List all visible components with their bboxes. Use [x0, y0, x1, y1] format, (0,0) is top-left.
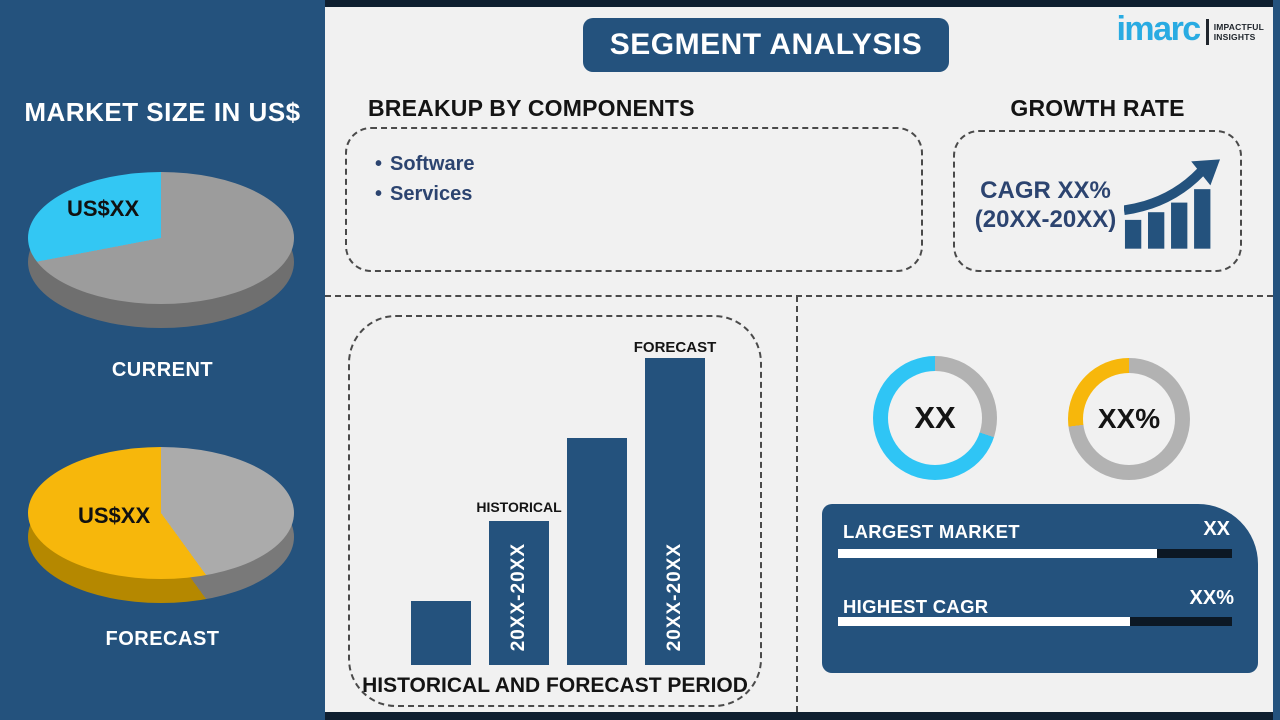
largest-market-value: XX [1203, 518, 1230, 540]
largest-market-donut: XX [873, 356, 997, 480]
bar-range-label: 20XX-20XX [664, 542, 685, 651]
chart-bar-2: 20XX-20XX [489, 521, 549, 665]
cagr-value: CAGR XX% [980, 177, 1111, 204]
breakup-section-title: BREAKUP BY COMPONENTS [368, 95, 695, 121]
donut-center-label: XX [914, 400, 956, 435]
list-item-services: • Services [375, 179, 921, 209]
components-box: • Software • Services [345, 127, 923, 272]
highest-cagr-progress [838, 617, 1232, 626]
component-list: • Software • Services [347, 129, 921, 209]
horizontal-separator [325, 295, 1273, 297]
current-caption: CURRENT [111, 359, 214, 381]
title-banner: SEGMENT ANALYSIS [583, 18, 949, 72]
right-border-strip [1273, 0, 1280, 720]
component-label: Services [390, 183, 473, 205]
largest-market-label: LARGEST MARKET [843, 521, 1020, 542]
imarc-logo: imarc IMPACTFUL INSIGHTS [1116, 12, 1264, 46]
growth-arrow-icon [1124, 159, 1221, 249]
pie-value-label: US$XX [67, 196, 140, 221]
vertical-separator [796, 296, 798, 712]
logo-tagline: IMPACTFUL INSIGHTS [1214, 22, 1264, 42]
sidebar-title: MARKET SIZE IN US$ [24, 97, 301, 127]
highest-cagr-value: XX% [1189, 587, 1234, 609]
pie-face [28, 172, 294, 304]
progress-fill [838, 549, 1158, 558]
logo-tagline-line1: IMPACTFUL [1213, 21, 1264, 32]
pie-value-label: US$XX [78, 503, 151, 528]
period-bar-chart: 20XX-20XX 20XX-20XX [411, 358, 705, 665]
highest-cagr-label: HIGHEST CAGR [843, 596, 989, 617]
growth-rate-box: CAGR XX% (20XX-20XX) [953, 130, 1242, 272]
current-pie-chart: US$XX [28, 172, 294, 328]
chart-caption: HISTORICAL AND FORECAST PERIOD [362, 674, 748, 697]
bullet-icon: • [375, 183, 383, 205]
list-item-software: • Software [375, 149, 921, 179]
forecast-annotation: FORECAST [633, 339, 717, 356]
chart-bar-1 [411, 601, 471, 665]
logo-wordmark: imarc [1116, 10, 1201, 48]
chart-bar-4: 20XX-20XX [645, 358, 705, 665]
largest-market-progress [838, 549, 1232, 558]
donut-center-label: XX% [1097, 403, 1161, 434]
historical-annotation: HISTORICAL [476, 499, 562, 515]
bottom-border-strip [325, 712, 1280, 720]
component-label: Software [390, 153, 475, 175]
chart-bar-3 [567, 438, 627, 665]
growth-section-title: GROWTH RATE [1010, 95, 1185, 121]
top-border-strip [325, 0, 1280, 7]
highest-cagr-donut: XX% [1068, 358, 1190, 480]
summary-panel: LARGEST MARKET XX HIGHEST CAGR XX% [822, 504, 1258, 673]
page-title: SEGMENT ANALYSIS [609, 28, 923, 61]
cagr-period: (20XX-20XX) [974, 206, 1117, 233]
logo-divider [1205, 19, 1209, 45]
bullet-icon: • [375, 153, 383, 175]
forecast-caption: FORECAST [105, 628, 220, 650]
forecast-pie-chart: US$XX [28, 447, 294, 603]
progress-fill [838, 617, 1130, 626]
market-size-sidebar: MARKET SIZE IN US$ US$XX CURRENT US$XX F… [0, 0, 325, 720]
period-chart-box [348, 315, 762, 707]
pie-face [28, 447, 294, 579]
logo-tagline-line2: INSIGHTS [1213, 32, 1256, 42]
cagr-text: CAGR XX% (20XX-20XX) [975, 176, 1116, 234]
bar-range-label: 20XX-20XX [508, 542, 529, 651]
